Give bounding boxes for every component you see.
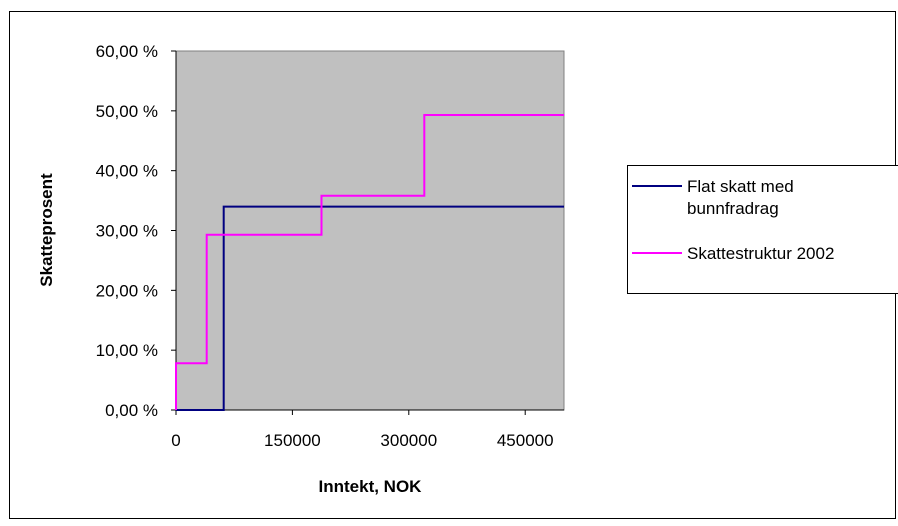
legend-label-2: Skattestruktur 2002	[687, 244, 834, 263]
y-tick-label: 20,00 %	[96, 281, 158, 300]
plot-area	[176, 51, 564, 410]
y-axis-title: Skatteprosent	[37, 173, 56, 287]
y-tick-label: 40,00 %	[96, 162, 158, 181]
x-tick-label: 0	[171, 431, 180, 450]
x-tick-label: 300000	[380, 431, 437, 450]
x-tick-label: 150000	[264, 431, 321, 450]
x-axis-title: Inntekt, NOK	[319, 477, 423, 496]
y-tick-label: 50,00 %	[96, 102, 158, 121]
y-tick-label: 10,00 %	[96, 341, 158, 360]
x-tick-label: 450000	[497, 431, 554, 450]
y-tick-label: 60,00 %	[96, 42, 158, 61]
y-tick-label: 30,00 %	[96, 222, 158, 241]
y-tick-label: 0,00 %	[105, 401, 158, 420]
